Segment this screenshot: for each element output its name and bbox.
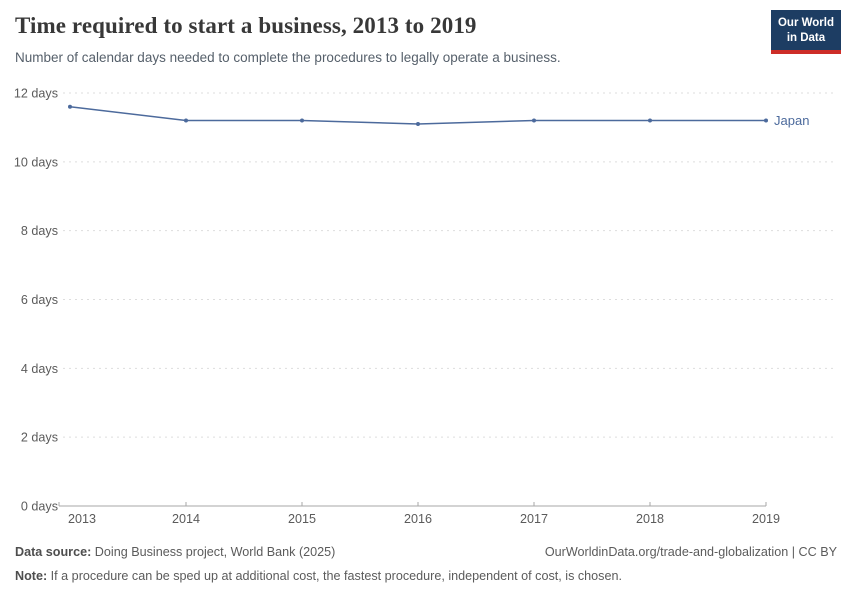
x-tick-label: 2014	[172, 512, 200, 526]
x-tick-label: 2018	[636, 512, 664, 526]
x-tick-label: 2019	[752, 512, 780, 526]
footer-row-note: Note: If a procedure can be sped up at a…	[15, 569, 837, 583]
x-tick-label: 2013	[68, 512, 96, 526]
data-point[interactable]	[764, 118, 768, 123]
y-tick-label: 4 days	[21, 362, 58, 376]
footer-row-source: Data source: Doing Business project, Wor…	[15, 545, 837, 559]
data-source-label: Data source:	[15, 545, 92, 559]
chart-subtitle: Number of calendar days needed to comple…	[15, 50, 561, 65]
x-tick-label: 2016	[404, 512, 432, 526]
y-tick-label: 10 days	[14, 155, 58, 169]
data-point[interactable]	[68, 104, 72, 109]
data-point[interactable]	[532, 118, 536, 123]
y-tick-label: 8 days	[21, 224, 58, 238]
data-point[interactable]	[184, 118, 188, 123]
y-tick-label: 6 days	[21, 293, 58, 307]
data-point[interactable]	[300, 118, 304, 123]
data-point[interactable]	[416, 121, 420, 126]
series-label[interactable]: Japan	[774, 113, 809, 128]
note-text: Note: If a procedure can be sped up at a…	[15, 569, 622, 583]
x-tick-label: 2017	[520, 512, 548, 526]
series-line[interactable]	[69, 106, 767, 125]
owid-logo: Our World in Data	[770, 10, 841, 54]
rights-text[interactable]: OurWorldinData.org/trade-and-globalizati…	[544, 545, 837, 559]
y-tick-label: 0 days	[21, 500, 58, 514]
owid-logo-line2: in Data	[786, 31, 826, 44]
data-source-text: Data source: Doing Business project, Wor…	[15, 545, 336, 559]
owid-logo-line1: Our World	[777, 17, 834, 29]
y-tick-label: 12 days	[14, 87, 58, 101]
y-tick-label: 2 days	[21, 431, 58, 445]
note-label: Note:	[15, 569, 48, 583]
data-point[interactable]	[648, 118, 652, 123]
chart-title: Time required to start a business, 2013 …	[15, 13, 477, 38]
x-tick-label: 2015	[288, 512, 316, 526]
